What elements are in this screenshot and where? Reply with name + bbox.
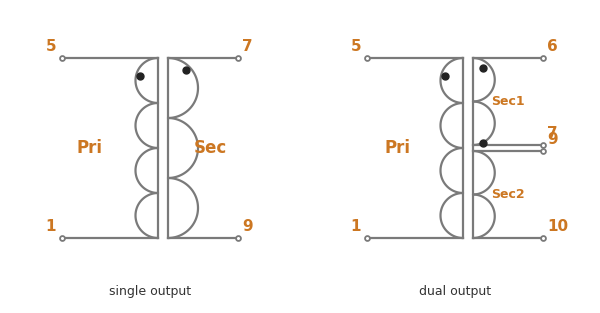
Text: 1: 1 xyxy=(350,219,361,234)
Text: Pri: Pri xyxy=(77,139,103,157)
Text: 5: 5 xyxy=(46,39,56,54)
Text: 9: 9 xyxy=(547,132,557,147)
Text: 7: 7 xyxy=(547,126,557,141)
Text: 10: 10 xyxy=(547,219,568,234)
Text: 6: 6 xyxy=(547,39,558,54)
Text: 9: 9 xyxy=(242,219,253,234)
Text: dual output: dual output xyxy=(419,285,491,297)
Text: 5: 5 xyxy=(350,39,361,54)
Text: Sec2: Sec2 xyxy=(491,188,524,201)
Text: Sec: Sec xyxy=(193,139,227,157)
Text: 7: 7 xyxy=(242,39,253,54)
Text: 1: 1 xyxy=(46,219,56,234)
Text: Sec1: Sec1 xyxy=(491,95,524,108)
Text: single output: single output xyxy=(109,285,191,297)
Text: Pri: Pri xyxy=(384,139,410,157)
